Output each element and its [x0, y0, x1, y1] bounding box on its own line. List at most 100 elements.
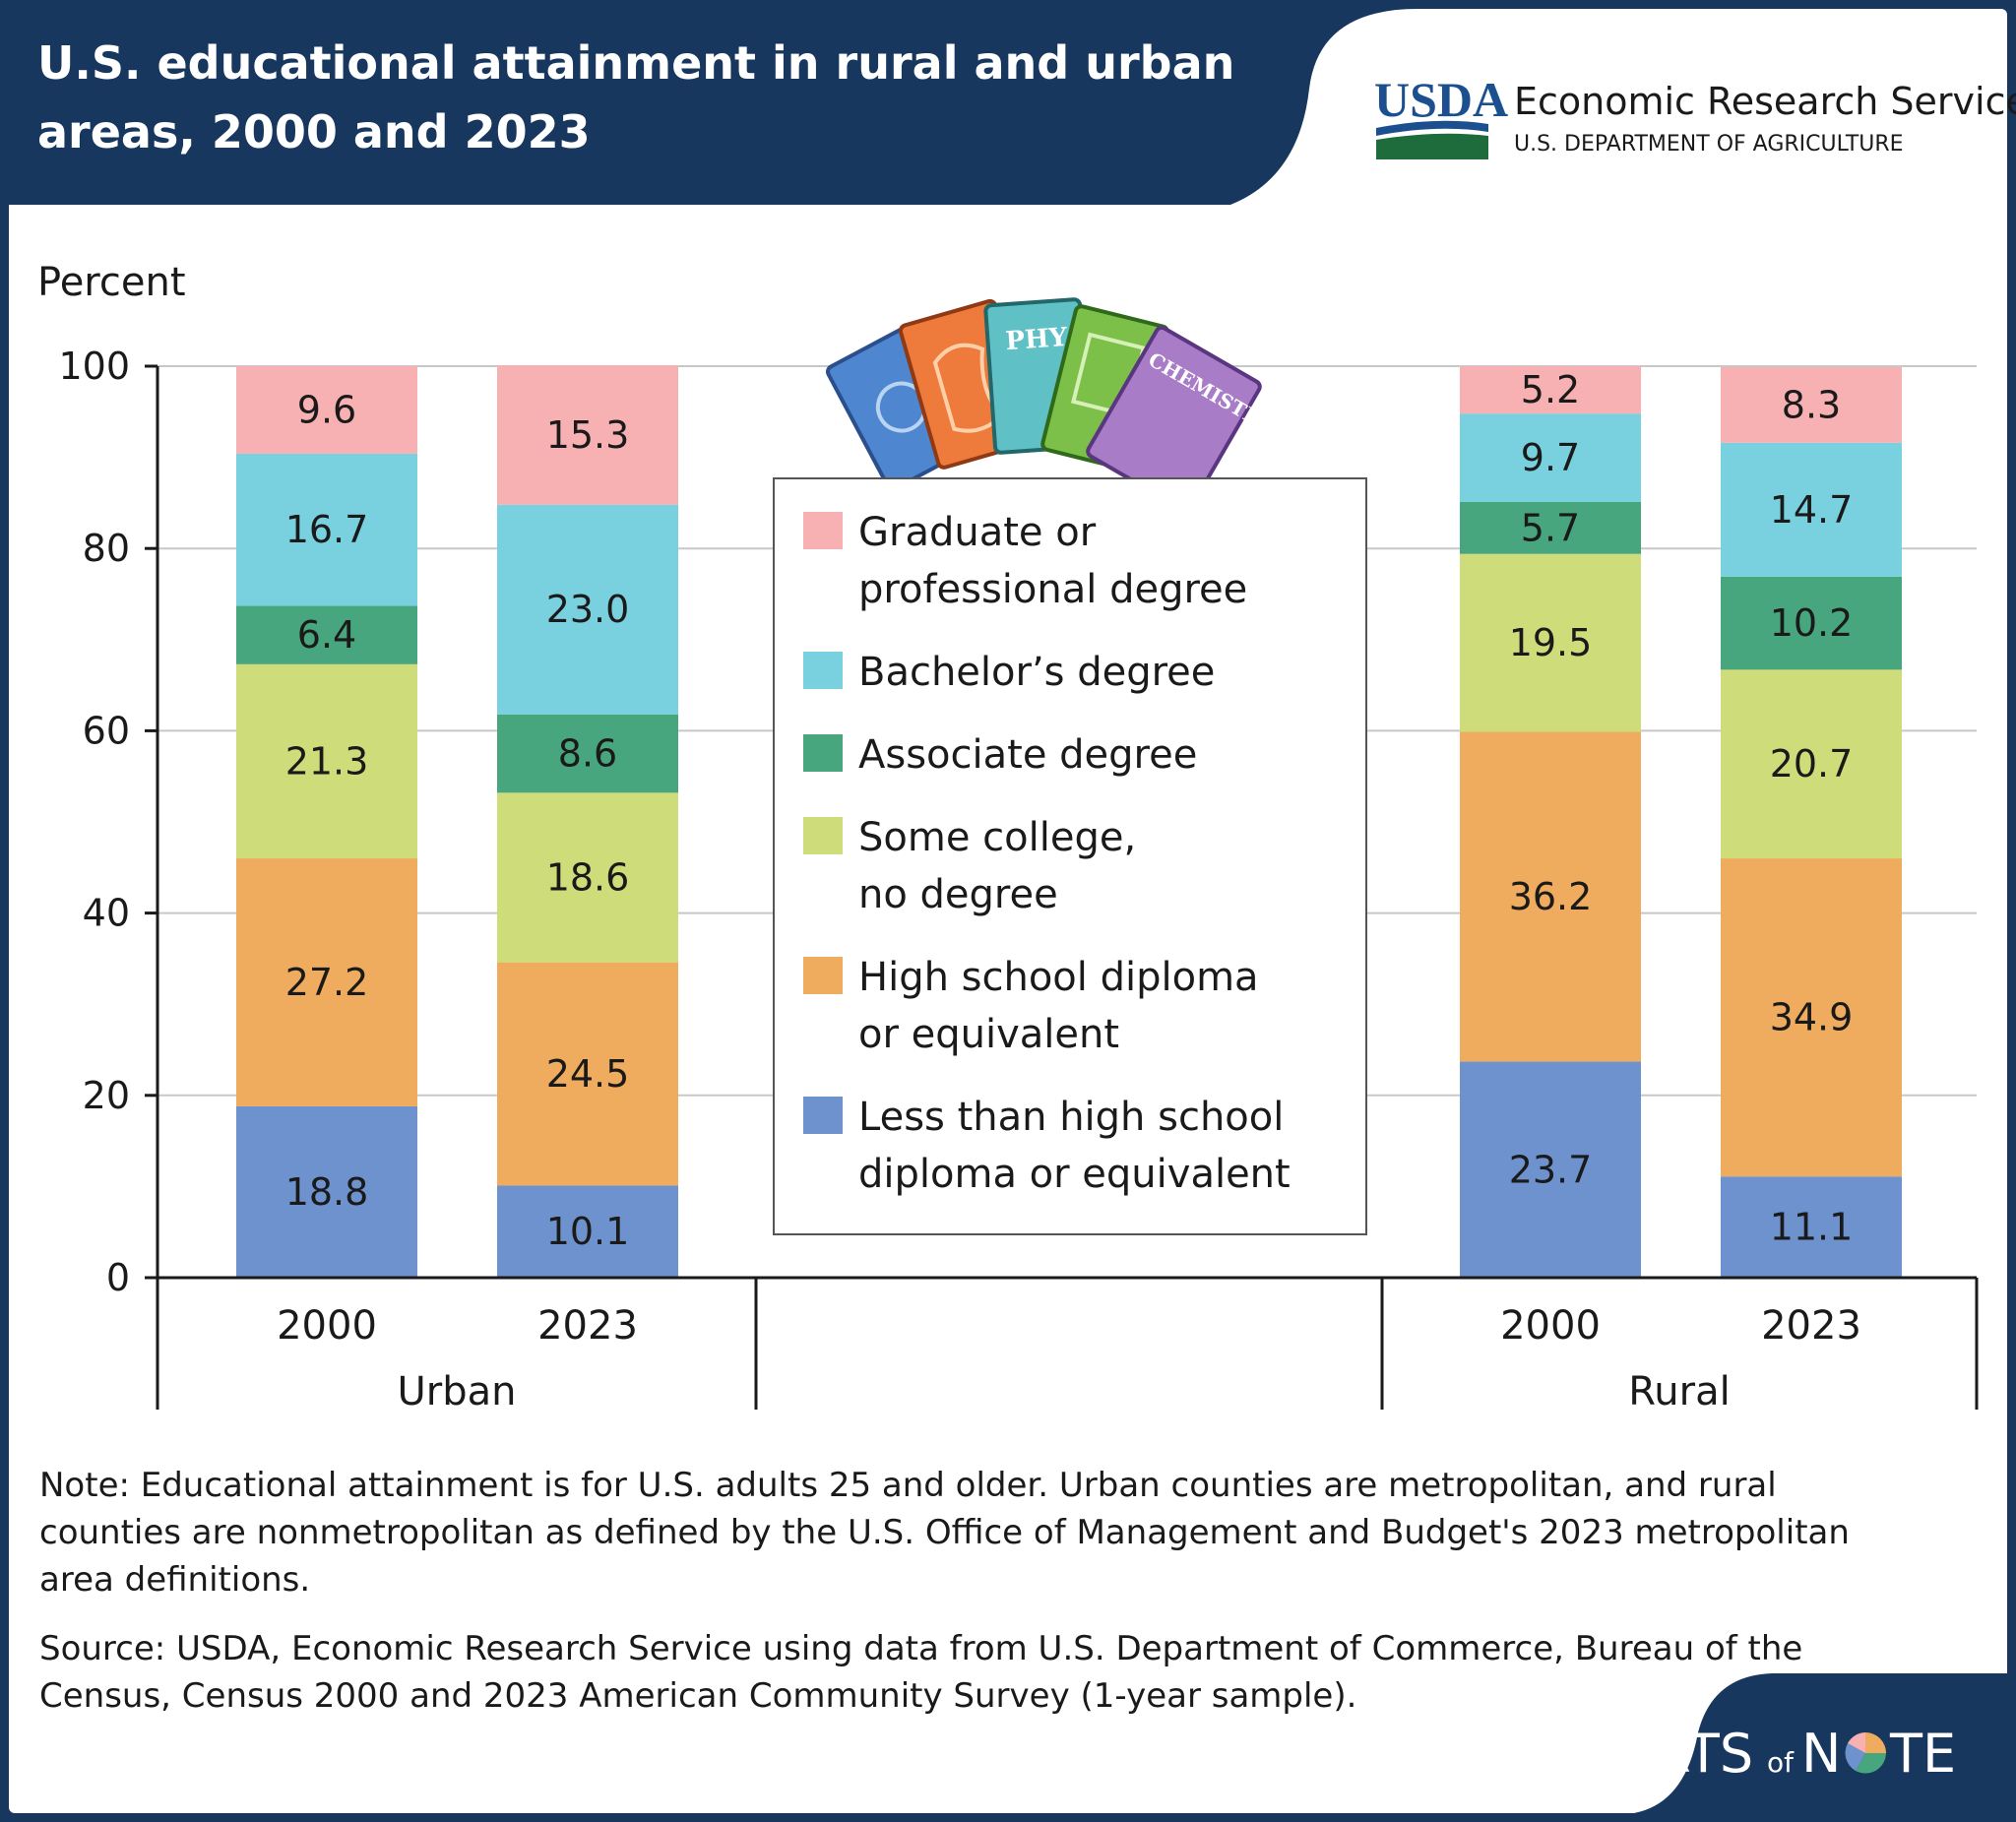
- bar-segment: [1721, 669, 1902, 859]
- bar-segment: [1460, 1061, 1641, 1278]
- usda-logo-swoosh: [1376, 120, 1488, 136]
- usda-logo: USDA: [1374, 72, 1508, 159]
- data-label: 5.7: [1521, 506, 1580, 549]
- data-label: 10.2: [1770, 601, 1854, 645]
- legend-box: [773, 477, 1367, 1235]
- y-tick-label: 20: [83, 1074, 130, 1117]
- bar-segment: [1460, 413, 1641, 502]
- footer-brand-banner: [1634, 1673, 2007, 1813]
- source-line-1: Source: USDA, Economic Research Service …: [39, 1629, 1802, 1668]
- bar-segment: [1721, 366, 1902, 443]
- chart-title: U.S. educational attainment in rural and…: [37, 36, 1250, 158]
- y-tick-label: 80: [83, 527, 130, 570]
- x-tick-label: 2023: [537, 1303, 638, 1349]
- brand-charts-text: CHARTS: [1541, 1723, 1753, 1785]
- books-illustration: PHY CHEMISTRY: [825, 297, 1277, 513]
- legend-swatch: [803, 957, 843, 994]
- data-label: 20.7: [1770, 742, 1854, 785]
- data-label: 27.2: [285, 961, 369, 1004]
- bar-segment: [1721, 576, 1902, 670]
- brand-of-text: of: [1767, 1746, 1795, 1779]
- bar-segment: [236, 605, 417, 664]
- bar-segment: [497, 714, 678, 793]
- legend-swatch: [803, 734, 843, 772]
- data-label: 19.5: [1509, 621, 1593, 664]
- data-label: 18.6: [546, 855, 630, 899]
- bar-segment: [497, 962, 678, 1186]
- bar-segment: [236, 858, 417, 1106]
- data-label: 11.1: [1770, 1206, 1854, 1249]
- data-label: 8.6: [558, 732, 617, 776]
- y-axis-label: Percent: [37, 260, 186, 305]
- note-line-3: area definitions.: [39, 1560, 310, 1600]
- source-text: Source: USDA, Economic Research Service …: [39, 1629, 1813, 1716]
- note-line-1: Note: Educational attainment is for U.S.…: [39, 1466, 1777, 1505]
- y-tick-label: 0: [106, 1256, 130, 1299]
- group-label: Urban: [398, 1369, 517, 1414]
- data-label: 8.3: [1782, 383, 1841, 426]
- department-name: U.S. DEPARTMENT OF AGRICULTURE: [1514, 132, 1904, 157]
- legend-label: Bachelor’s degree: [858, 650, 1215, 695]
- data-label: 16.7: [285, 508, 369, 551]
- chart-title-line-1: U.S. educational attainment in rural and…: [37, 36, 1234, 90]
- data-label: 9.6: [297, 388, 356, 431]
- bar-segment: [497, 1185, 678, 1278]
- legend: Graduate or professional degree Bachelor’s…: [803, 510, 1291, 1197]
- bar-segment: [1721, 1176, 1902, 1278]
- bar-segment: [1460, 366, 1641, 414]
- x-axis-labels: 2000 2023 2000 2023 Urban Rural: [277, 1303, 1861, 1414]
- legend-label: no degree: [858, 872, 1058, 917]
- bar-segment: [1460, 501, 1641, 554]
- data-label: 23.0: [546, 588, 630, 631]
- y-tick-label: 40: [83, 892, 130, 935]
- data-label: 36.2: [1509, 875, 1593, 918]
- legend-label: High school diploma: [858, 955, 1259, 1000]
- bar-segment: [1721, 442, 1902, 577]
- legend-label: diploma or equivalent: [858, 1152, 1291, 1197]
- bar-segment: [497, 792, 678, 963]
- data-label: 14.7: [1770, 488, 1854, 532]
- group-separators: [156, 1278, 1979, 1410]
- y-axis-ticks: 0 20 40 60 80 100: [58, 345, 158, 1299]
- book-teal-spine-text: PHY: [1005, 323, 1069, 356]
- group-label: Rural: [1628, 1369, 1730, 1414]
- legend-label: Associate degree: [858, 732, 1197, 778]
- bar-segment: [497, 365, 678, 505]
- bar-segment: [497, 504, 678, 715]
- data-label: 5.2: [1521, 368, 1580, 411]
- chart-title-line-2: areas, 2000 and 2023: [37, 105, 591, 158]
- data-label: 24.5: [546, 1052, 630, 1096]
- note-text: Note: Educational attainment is for U.S.…: [39, 1466, 1860, 1600]
- data-label: 18.8: [285, 1170, 369, 1214]
- data-label: 9.7: [1521, 436, 1580, 479]
- usda-logo-field: [1376, 133, 1488, 159]
- brand-n-text: N: [1801, 1723, 1841, 1785]
- data-label: 10.1: [546, 1210, 630, 1253]
- note-line-2: counties are nonmetropolitan as defined …: [39, 1513, 1850, 1552]
- x-tick-label: 2000: [1500, 1303, 1601, 1349]
- charts-of-note-logo: CHARTS of N TE: [1541, 1723, 1956, 1785]
- legend-label: Less than high school: [858, 1095, 1284, 1140]
- bar-segment: [1460, 731, 1641, 1062]
- legend-label: or equivalent: [858, 1012, 1119, 1057]
- legend-swatch: [803, 817, 843, 854]
- pie-o-icon: [1845, 1732, 1886, 1774]
- agency-name: Economic Research Service: [1514, 80, 2016, 123]
- bar-segment: [236, 663, 417, 859]
- legend-swatch: [803, 1097, 843, 1134]
- data-label: 15.3: [546, 413, 630, 457]
- title-banner: [9, 9, 1418, 205]
- bar-segment: [1721, 858, 1902, 1177]
- x-tick-label: 2000: [277, 1303, 377, 1349]
- legend-label: Graduate or: [858, 510, 1097, 555]
- legend-swatch: [803, 512, 843, 549]
- usda-logo-text: USDA: [1374, 72, 1508, 127]
- brand-te-text: TE: [1889, 1723, 1956, 1785]
- y-tick-label: 100: [58, 345, 130, 388]
- bar-segment: [236, 366, 417, 454]
- data-label: 6.4: [297, 613, 356, 657]
- bar-segment: [1460, 553, 1641, 732]
- data-label: 23.7: [1509, 1148, 1593, 1191]
- legend-label: professional degree: [858, 567, 1247, 612]
- bar-segment: [236, 453, 417, 606]
